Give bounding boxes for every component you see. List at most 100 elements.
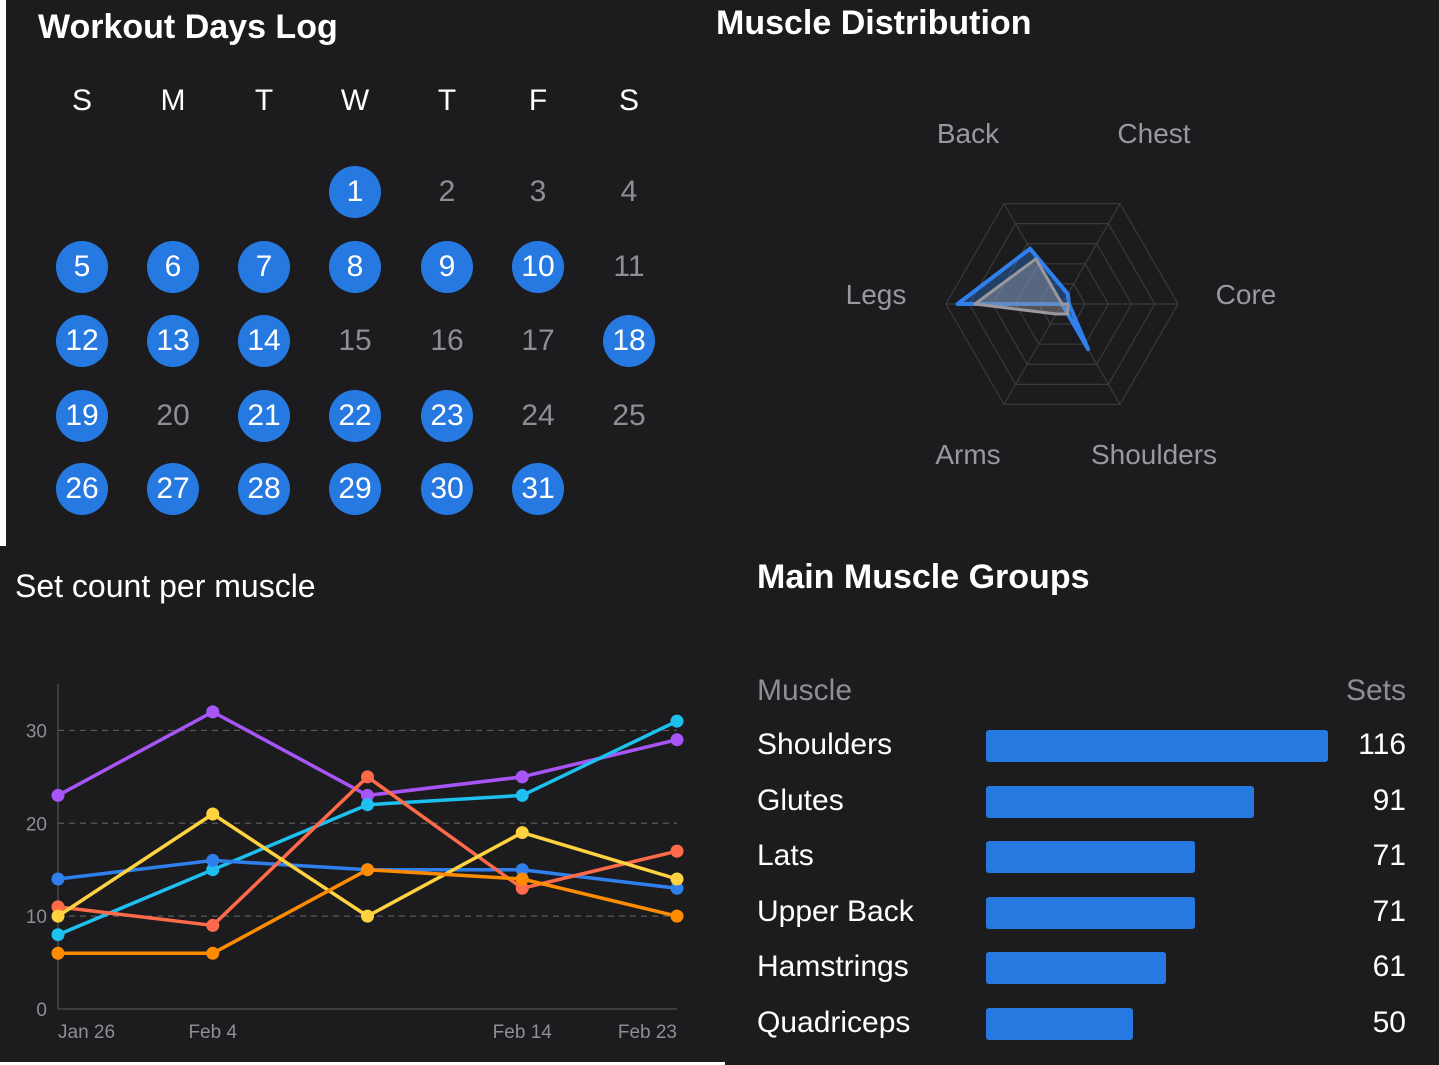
weekday-header: F [528, 84, 548, 117]
data-point [206, 853, 220, 867]
radar-chart [945, 202, 1179, 406]
x-tick-label: Feb 23 [618, 1022, 677, 1043]
calendar-day-workout[interactable]: 23 [421, 390, 473, 442]
calendar-day-workout[interactable]: 26 [56, 463, 108, 515]
main-muscle-groups-panel: Main Muscle Groups Muscle Sets Shoulders… [725, 546, 1439, 1065]
sets-bar [986, 841, 1196, 874]
calendar-day-workout[interactable]: 14 [238, 315, 290, 367]
calendar-day-workout[interactable]: 13 [147, 315, 199, 367]
muscle-name: Shoulders [757, 728, 893, 761]
calendar-day-workout[interactable]: 9 [421, 241, 473, 293]
y-tick-label: 30 [26, 721, 47, 742]
column-header-sets: Sets [1345, 674, 1406, 707]
sets-value: 71 [1372, 839, 1406, 873]
calendar-day-workout[interactable]: 28 [238, 463, 290, 515]
radar-axis-label: Core [1215, 279, 1277, 310]
calendar-day[interactable]: 25 [612, 399, 646, 432]
data-point [51, 946, 65, 960]
calendar-day-workout[interactable]: 27 [147, 463, 199, 515]
calendar-day-workout[interactable]: 22 [329, 390, 381, 442]
data-point [515, 881, 529, 895]
data-point [51, 872, 65, 886]
calendar-title: Workout Days Log [38, 8, 338, 46]
data-point [670, 733, 684, 747]
data-point [51, 788, 65, 802]
data-point [515, 770, 529, 784]
data-point [515, 788, 529, 802]
series-line [57, 719, 678, 937]
sets-value: 116 [1358, 728, 1406, 761]
weekday-header: W [340, 84, 370, 117]
calendar-day-workout[interactable]: 5 [56, 241, 108, 293]
data-point [51, 928, 65, 942]
radar-axis-label: Arms [935, 439, 1001, 470]
radar-axis-label: Back [936, 118, 1000, 149]
sets-bar [986, 952, 1166, 985]
data-point [670, 872, 684, 886]
muscle-name: Hamstrings [757, 950, 909, 984]
x-tick-label: Feb 14 [493, 1022, 553, 1043]
radar-title: Muscle Distribution [716, 4, 1032, 42]
data-point [206, 705, 220, 719]
calendar-day[interactable]: 15 [338, 324, 372, 357]
sets-value: 50 [1372, 1006, 1406, 1039]
groups-title: Main Muscle Groups [757, 558, 1090, 596]
radar-axis-label: Legs [845, 279, 907, 310]
sets-value: 71 [1372, 894, 1406, 928]
calendar-day-workout[interactable]: 18 [603, 315, 655, 367]
data-point [361, 863, 374, 877]
calendar-day-workout[interactable]: 12 [56, 315, 108, 367]
data-point [515, 826, 529, 840]
radar-spoke [1061, 203, 1121, 305]
calendar-day[interactable]: 3 [529, 175, 547, 208]
calendar-day-workout[interactable]: 7 [238, 241, 290, 293]
data-point [361, 909, 374, 923]
muscle-distribution-panel: Muscle Distribution Chest Core Shoulders Ar… [706, 0, 1439, 546]
y-tick-label: 0 [36, 1000, 47, 1021]
calendar-day[interactable]: 11 [613, 250, 645, 283]
data-point [361, 770, 374, 784]
calendar-day-workout[interactable]: 29 [329, 463, 381, 515]
data-point [670, 714, 684, 728]
line-chart: 0 10 20 30 Jan 26 Feb 4 Feb 14 Feb 23 [26, 684, 684, 1043]
muscle-name: Upper Back [757, 894, 914, 928]
calendar-day[interactable]: 16 [430, 324, 464, 357]
muscle-name: Lats [757, 839, 814, 873]
calendar-day[interactable]: 17 [521, 324, 555, 357]
data-point [670, 909, 684, 923]
calendar-day-workout[interactable]: 21 [238, 390, 290, 442]
data-point [206, 807, 220, 821]
weekday-header: T [437, 84, 457, 117]
data-point [51, 909, 65, 923]
data-point [361, 788, 374, 802]
data-point [670, 881, 684, 895]
calendar-day-workout[interactable]: 6 [147, 241, 199, 293]
data-point [51, 900, 65, 914]
calendar-day-workout[interactable]: 1 [329, 166, 381, 218]
calendar-day-workout[interactable]: 30 [421, 463, 473, 515]
y-tick-label: 10 [26, 907, 47, 928]
calendar-day[interactable]: 4 [620, 175, 638, 208]
data-point [361, 798, 374, 812]
calendar-day-workout[interactable]: 10 [512, 241, 564, 293]
sets-bar [986, 785, 1255, 818]
calendar-day[interactable]: 2 [438, 175, 456, 208]
set-count-panel: Set count per muscle 0 10 20 30 Jan 26 Feb 4 F… [0, 546, 725, 1062]
radar-spoke [1003, 303, 1063, 405]
column-header-muscle: Muscle [757, 674, 853, 707]
weekday-header: M [160, 84, 186, 117]
x-tick-label: Jan 26 [58, 1022, 115, 1043]
sets-bar [986, 730, 1328, 762]
calendar-day[interactable]: 20 [156, 399, 190, 432]
data-point [206, 863, 220, 877]
radar-axis-label: Chest [1117, 118, 1191, 149]
calendar-day-workout[interactable]: 19 [56, 390, 108, 442]
data-point [206, 946, 220, 960]
sets-bar [986, 896, 1196, 929]
weekday-header: S [71, 84, 92, 117]
calendar-day-workout[interactable]: 31 [512, 463, 564, 515]
calendar-day[interactable]: 24 [521, 399, 555, 432]
data-point [670, 844, 684, 858]
data-point [206, 918, 220, 932]
calendar-day-workout[interactable]: 8 [329, 241, 381, 293]
